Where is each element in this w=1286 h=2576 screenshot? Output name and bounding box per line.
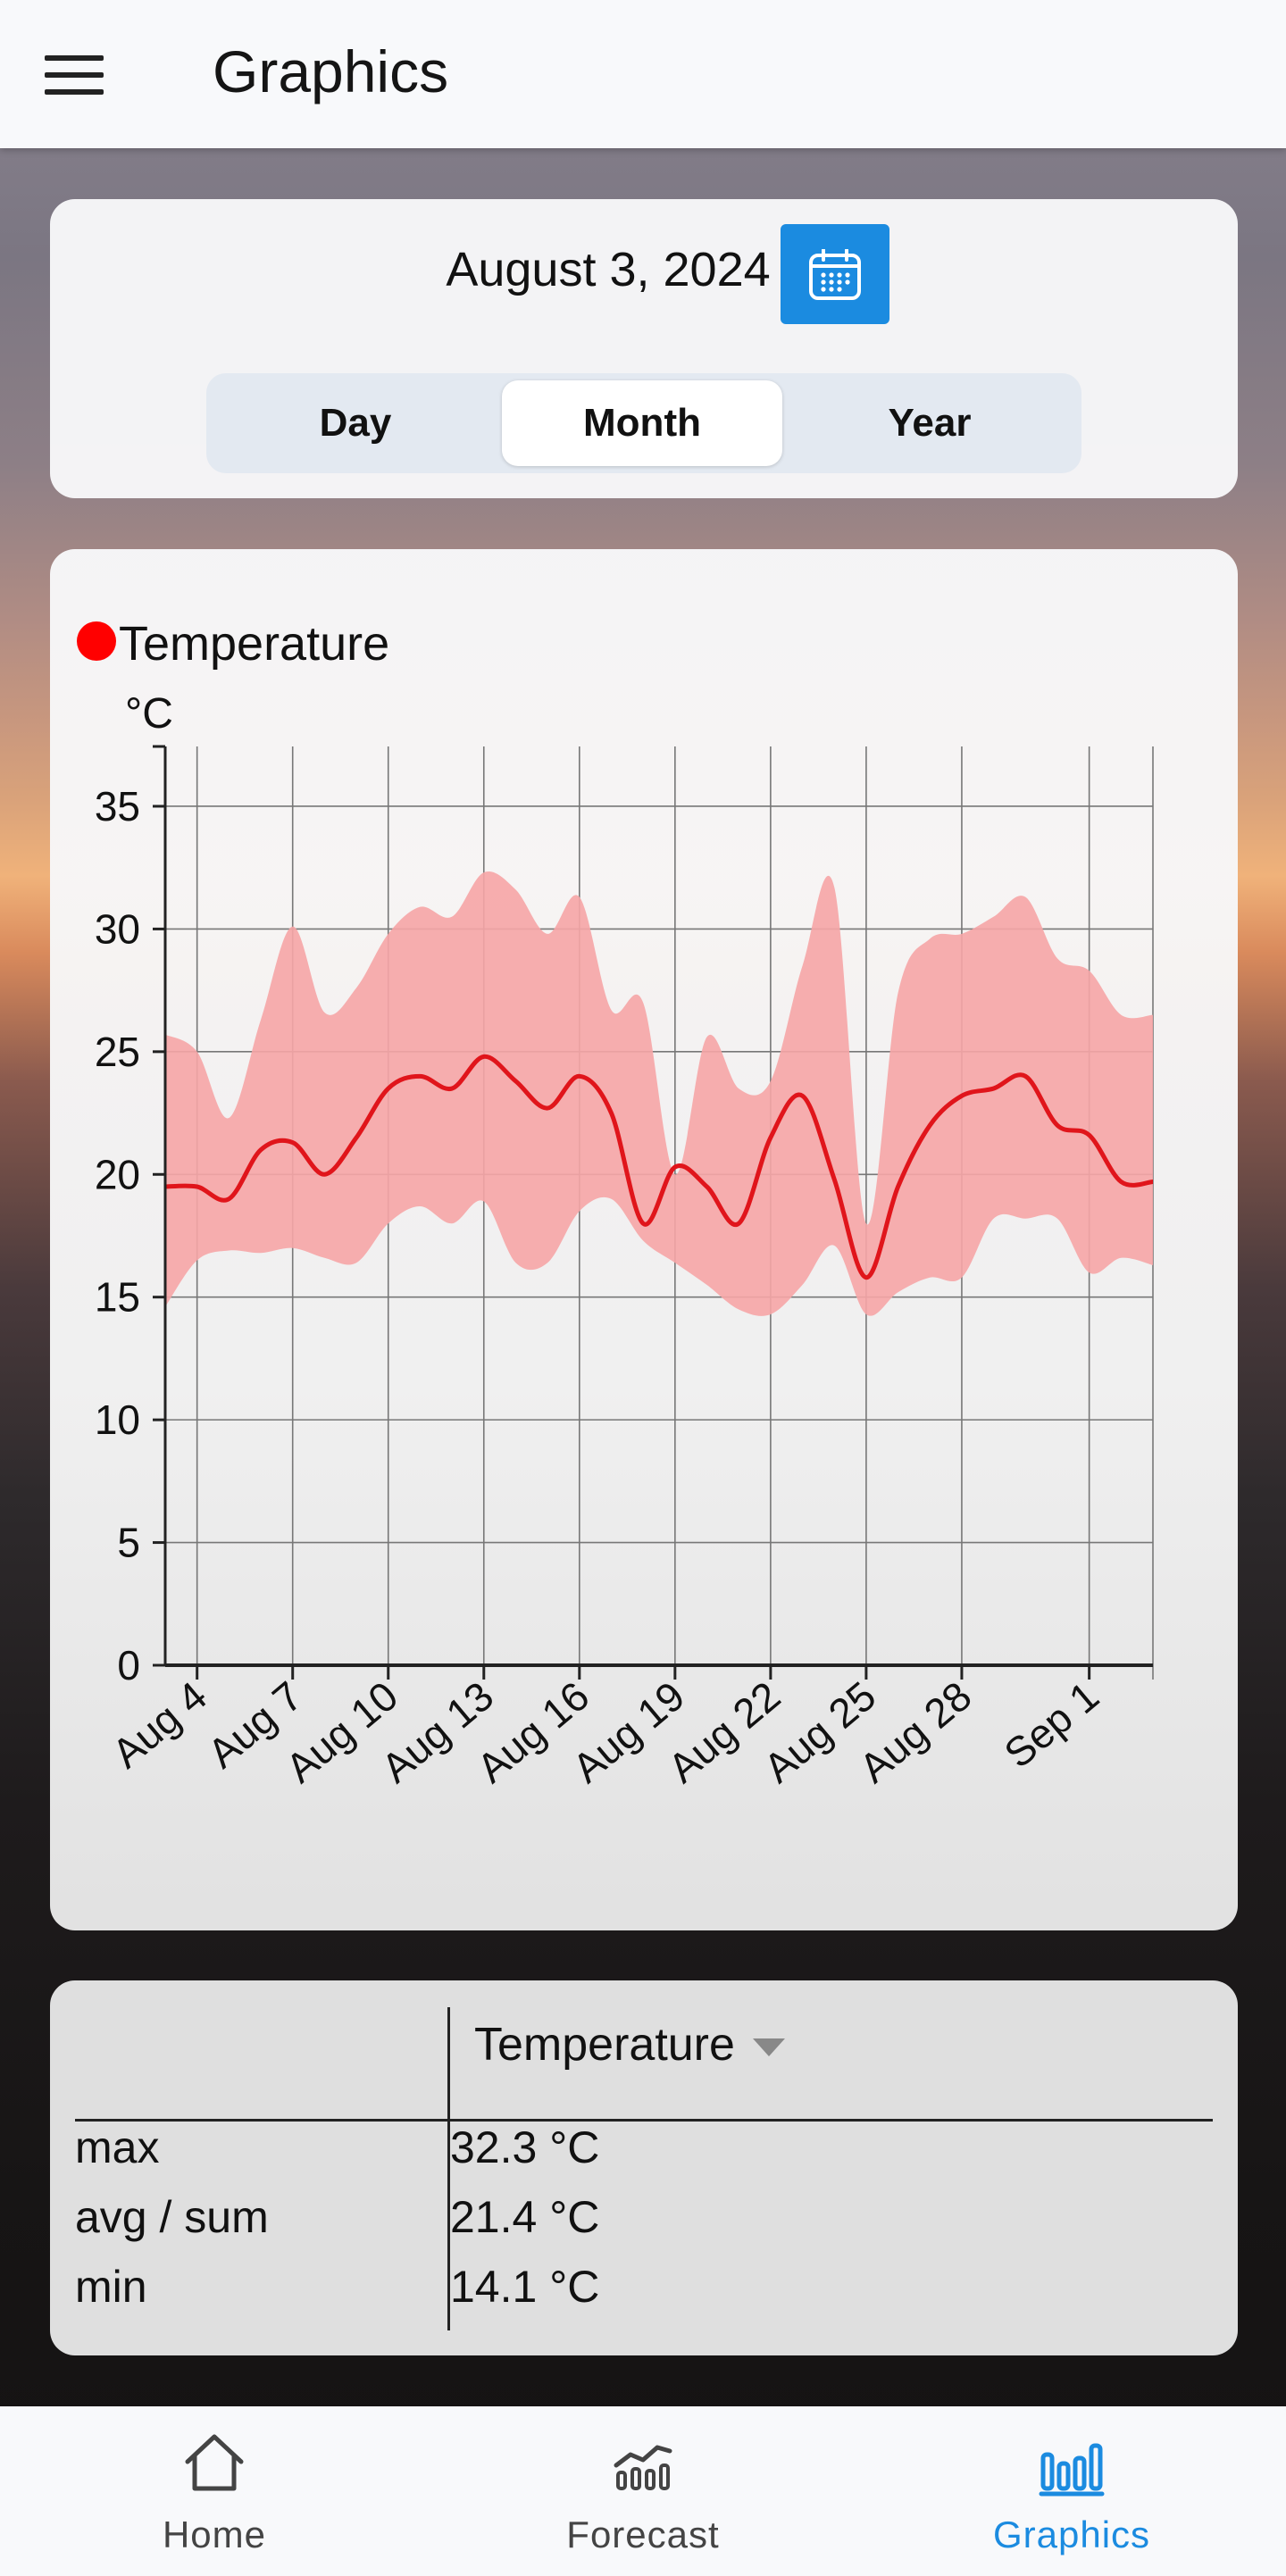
- forecast-icon: [614, 2445, 672, 2490]
- legend-marker: [77, 621, 116, 661]
- y-tick-label: 35: [95, 783, 140, 829]
- row-label-max: max: [75, 2122, 160, 2172]
- x-tick-label: Aug 28: [850, 1672, 980, 1792]
- bottom-navigation: Home Forecast Graphics: [0, 2406, 1286, 2576]
- row-label-min: min: [75, 2262, 147, 2312]
- y-tick-label: 25: [95, 1029, 140, 1075]
- nav-graphics[interactable]: Graphics: [857, 2406, 1286, 2576]
- table-header-label: Temperature: [474, 2019, 735, 2071]
- bar-chart-icon: [1039, 2443, 1105, 2497]
- period-year[interactable]: Year: [888, 401, 972, 445]
- nav-graphics-label: Graphics: [992, 2513, 1151, 2555]
- table-header-dropdown[interactable]: Temperature: [474, 2018, 785, 2072]
- top-app-bar: Graphics: [0, 0, 1286, 148]
- y-tick-label: 5: [117, 1520, 140, 1566]
- summary-table: Temperature max 32.3 °C avg / sum 21.4 °…: [50, 1980, 1238, 2355]
- nav-home[interactable]: Home: [0, 2406, 429, 2576]
- min-max-band: [165, 871, 1153, 1316]
- legend-label: Temperature: [119, 617, 390, 671]
- x-tick-label: Sep 1: [996, 1672, 1108, 1777]
- row-value-max: 32.3 °C: [450, 2122, 600, 2172]
- calendar-icon: [809, 249, 861, 300]
- y-tick-label: 15: [95, 1274, 140, 1321]
- y-tick-label: 30: [95, 905, 140, 952]
- y-axis-unit: °C: [125, 690, 173, 738]
- period-segmented-control: Day Month Year: [206, 373, 1081, 473]
- row-value-avg: 21.4 °C: [450, 2192, 600, 2242]
- row-label-avg: avg / sum: [75, 2192, 269, 2242]
- nav-home-label: Home: [162, 2513, 267, 2555]
- temperature-line: [164, 1054, 1154, 1280]
- y-tick-label: 10: [95, 1396, 140, 1443]
- y-tick-label: 20: [95, 1151, 140, 1197]
- home-icon: [185, 2434, 244, 2491]
- dropdown-caret-icon: [752, 2038, 785, 2057]
- hamburger-menu-icon[interactable]: [45, 55, 104, 95]
- page-title: Graphics: [213, 38, 449, 104]
- date-period-card: August 3, 2024 Day Month Year: [50, 199, 1238, 498]
- period-day[interactable]: Day: [319, 401, 392, 445]
- table-divider-horizontal: [75, 2119, 1213, 2122]
- table-divider-vertical: [447, 2007, 450, 2330]
- period-month[interactable]: Month: [502, 380, 782, 466]
- row-value-min: 14.1 °C: [450, 2262, 600, 2312]
- nav-forecast-label: Forecast: [566, 2513, 720, 2555]
- nav-forecast[interactable]: Forecast: [429, 2406, 857, 2576]
- selected-date: August 3, 2024: [446, 243, 771, 296]
- calendar-button[interactable]: [781, 224, 889, 324]
- y-tick-label: 0: [117, 1642, 140, 1688]
